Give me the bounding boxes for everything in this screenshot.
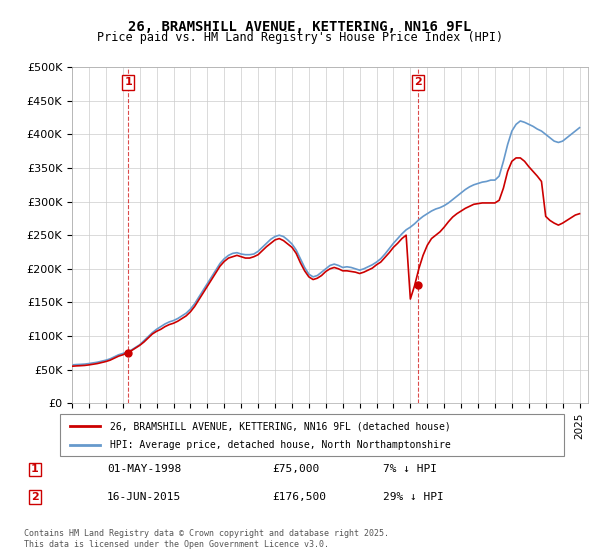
Text: 26, BRAMSHILL AVENUE, KETTERING, NN16 9FL: 26, BRAMSHILL AVENUE, KETTERING, NN16 9F… (128, 20, 472, 34)
Text: 16-JUN-2015: 16-JUN-2015 (107, 492, 181, 502)
Text: 2: 2 (31, 492, 39, 502)
FancyBboxPatch shape (60, 414, 564, 456)
Text: £75,000: £75,000 (272, 464, 320, 474)
Text: 1: 1 (31, 464, 39, 474)
Text: 1: 1 (124, 77, 132, 87)
Text: £176,500: £176,500 (272, 492, 326, 502)
Text: 29% ↓ HPI: 29% ↓ HPI (383, 492, 443, 502)
Text: 01-MAY-1998: 01-MAY-1998 (107, 464, 181, 474)
Text: Contains HM Land Registry data © Crown copyright and database right 2025.
This d: Contains HM Land Registry data © Crown c… (24, 529, 389, 549)
Text: 26, BRAMSHILL AVENUE, KETTERING, NN16 9FL (detached house): 26, BRAMSHILL AVENUE, KETTERING, NN16 9F… (110, 421, 451, 431)
Text: 2: 2 (414, 77, 422, 87)
Text: 7% ↓ HPI: 7% ↓ HPI (383, 464, 437, 474)
Text: HPI: Average price, detached house, North Northamptonshire: HPI: Average price, detached house, Nort… (110, 440, 451, 450)
Text: Price paid vs. HM Land Registry's House Price Index (HPI): Price paid vs. HM Land Registry's House … (97, 31, 503, 44)
